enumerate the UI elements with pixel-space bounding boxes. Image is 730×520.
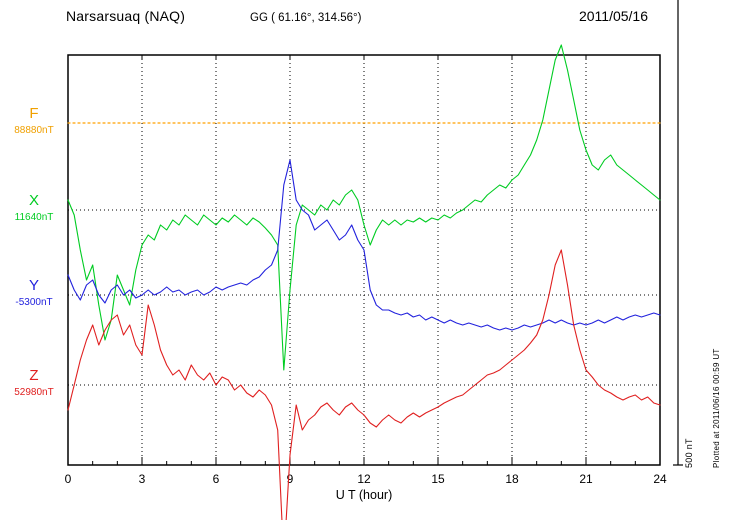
tick-label-0: 0 [65, 472, 72, 486]
channel-label-f: F 88880nT [4, 105, 64, 136]
channel-letter-y: Y [28, 277, 39, 294]
tick-label-24: 24 [653, 472, 667, 486]
scale-bar-label: 500 nT [684, 438, 694, 468]
trace-X [67, 44, 661, 371]
plot-border [67, 54, 661, 466]
tick-label-9: 9 [287, 472, 294, 486]
tick-label-15: 15 [431, 472, 445, 486]
tick-label-3: 3 [139, 472, 146, 486]
channel-letter-f: F [29, 105, 39, 122]
tick-label-21: 21 [579, 472, 593, 486]
geographic-coordinates: GG ( 61.16°, 314.56°) [250, 12, 362, 24]
station-title: Narsarsuaq (NAQ) [66, 8, 186, 24]
plotted-at-note: Plotted at 2011/06/16 00:59 UT [712, 348, 721, 468]
channel-label-z: Z 52980nT [4, 367, 64, 398]
tick-label-6: 6 [213, 472, 220, 486]
tick-label-12: 12 [357, 472, 371, 486]
x-axis-label: U T (hour) [335, 488, 393, 502]
trace-Y [67, 159, 661, 331]
channel-baseline-z: 52980nT [14, 386, 54, 398]
channel-baseline-y: -5300nT [15, 296, 53, 308]
trace-Z [67, 249, 661, 520]
channel-label-x: X 11640nT [4, 192, 64, 223]
channel-letter-z: Z [29, 367, 39, 384]
channel-baseline-x: 11640nT [14, 211, 54, 223]
channel-label-y: Y -5300nT [4, 277, 64, 308]
channel-letter-x: X [28, 192, 39, 209]
plot-date: 2011/05/16 [578, 8, 648, 24]
tick-label-18: 18 [505, 472, 519, 486]
channel-baseline-f: 88880nT [14, 124, 54, 136]
